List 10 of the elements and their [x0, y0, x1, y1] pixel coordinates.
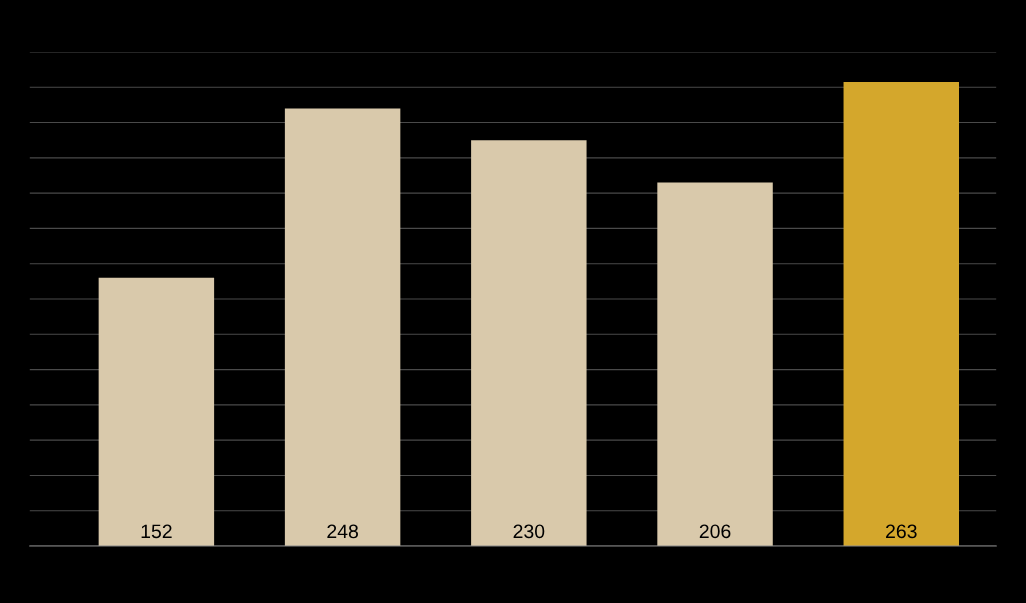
data-label: 230	[513, 524, 545, 539]
bar	[98, 277, 215, 547]
data-label: 263	[886, 524, 917, 539]
data-label: 248	[327, 524, 358, 539]
data-label: 152	[141, 524, 172, 539]
bar	[843, 81, 959, 547]
bar	[284, 108, 401, 547]
bar	[471, 140, 587, 547]
data-label: 206	[699, 524, 731, 539]
bar	[657, 182, 773, 547]
